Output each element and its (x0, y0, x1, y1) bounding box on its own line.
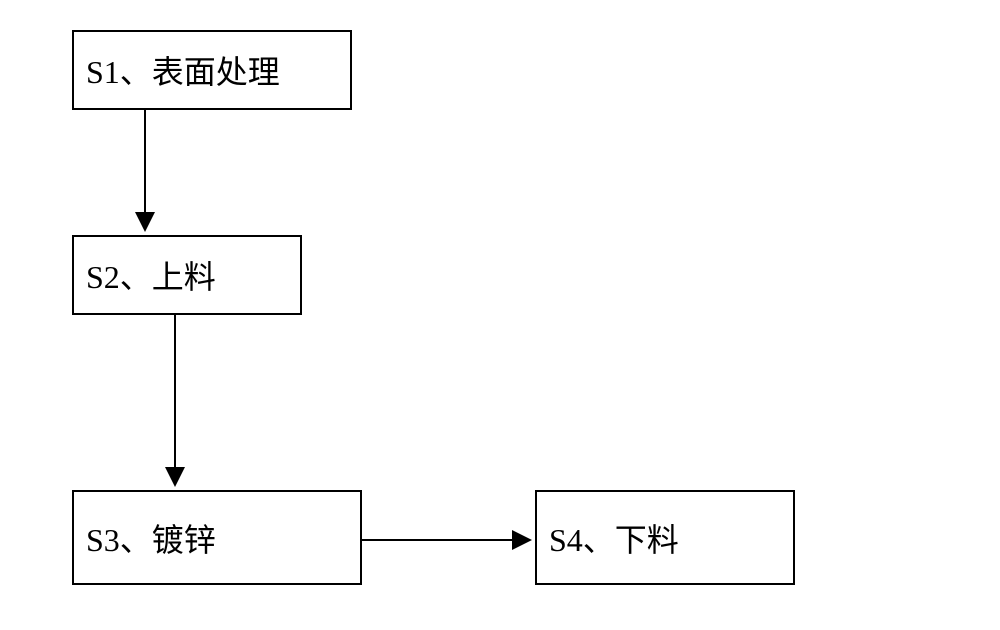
node-s1: S1、表面处理 (72, 30, 352, 110)
node-s2-label: S2、上料 (86, 252, 216, 298)
flowchart-container: S1、表面处理 S2、上料 S3、镀锌 S4、下料 (0, 0, 1000, 630)
node-s2: S2、上料 (72, 235, 302, 315)
node-s4-label: S4、下料 (549, 515, 679, 561)
node-s3-label: S3、镀锌 (86, 515, 216, 561)
node-s1-label: S1、表面处理 (86, 47, 280, 93)
node-s4: S4、下料 (535, 490, 795, 585)
node-s3: S3、镀锌 (72, 490, 362, 585)
